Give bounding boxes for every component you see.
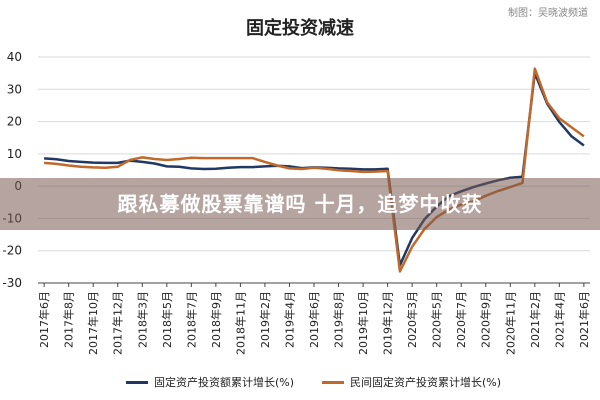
x-tick-label: 2018年11月: [233, 291, 247, 355]
chart-title: 固定投资减速: [246, 18, 354, 39]
chart-legend: 固定资产投资额累计增长(%) 民间固定资产投资累计增长(%): [0, 372, 600, 392]
x-tick-label: 2017年12月: [111, 291, 125, 355]
x-tick-label: 2020年7月: [454, 291, 468, 348]
y-tick-label: 20: [7, 115, 22, 129]
x-tick-label: 2019年12月: [381, 291, 395, 355]
x-tick-label: 2019年8月: [332, 291, 346, 348]
x-tick-label: 2019年2月: [258, 291, 272, 348]
x-tick-label: 2019年6月: [307, 291, 321, 348]
series-line-1: [44, 71, 585, 267]
legend-item-series-2: 民间固定资产投资累计增长(%): [322, 372, 501, 392]
series-lines: [43, 67, 585, 273]
legend-swatch-series-1: [126, 380, 148, 384]
x-tick-label: 2020年9月: [479, 291, 493, 348]
x-tick-label: 2018年7月: [184, 291, 198, 348]
y-tick-label: -20: [2, 244, 22, 258]
x-tick-label: 2020年11月: [503, 291, 517, 355]
x-tick-label: 2018年9月: [209, 291, 223, 348]
x-tick-label: 2019年10月: [356, 291, 370, 355]
legend-swatch-series-2: [322, 380, 344, 384]
y-tick-label: 10: [7, 147, 22, 161]
x-tick-label: 2021年2月: [528, 291, 542, 348]
x-tick-label: 2018年3月: [135, 291, 149, 348]
x-tick-label: 2018年5月: [160, 291, 174, 348]
y-tick-label: -30: [2, 276, 22, 290]
overlay-banner[interactable]: 跟私募做股票靠谱吗 十月，追梦中收获: [0, 178, 600, 230]
series-line-2: [43, 67, 585, 273]
y-tick-label: 40: [7, 50, 22, 64]
axes: 403020100-10-20-302017年6月2017年8月2017年10月…: [2, 50, 590, 355]
x-tick-label: 2020年5月: [430, 291, 444, 348]
overlay-banner-text[interactable]: 跟私募做股票靠谱吗 十月，追梦中收获: [117, 192, 483, 216]
grid-lines: [38, 56, 590, 284]
legend-label-series-2: 民间固定资产投资累计增长(%): [350, 376, 502, 389]
x-tick-label: 2019年4月: [282, 291, 296, 348]
legend-label-series-1: 固定资产投资额累计增长(%): [154, 376, 295, 389]
y-tick-label: 30: [7, 82, 22, 96]
legend-item-series-1: 固定资产投资额累计增长(%): [126, 372, 294, 392]
x-tick-label: 2020年3月: [405, 291, 419, 348]
x-tick-label: 2017年6月: [37, 291, 51, 348]
x-tick-label: 2017年8月: [62, 291, 76, 348]
x-tick-label: 2021年4月: [552, 291, 566, 348]
chart-credit: 制图：吴晓波频道: [508, 8, 588, 19]
x-tick-label: 2021年6月: [577, 291, 591, 348]
x-tick-label: 2017年10月: [86, 291, 100, 355]
